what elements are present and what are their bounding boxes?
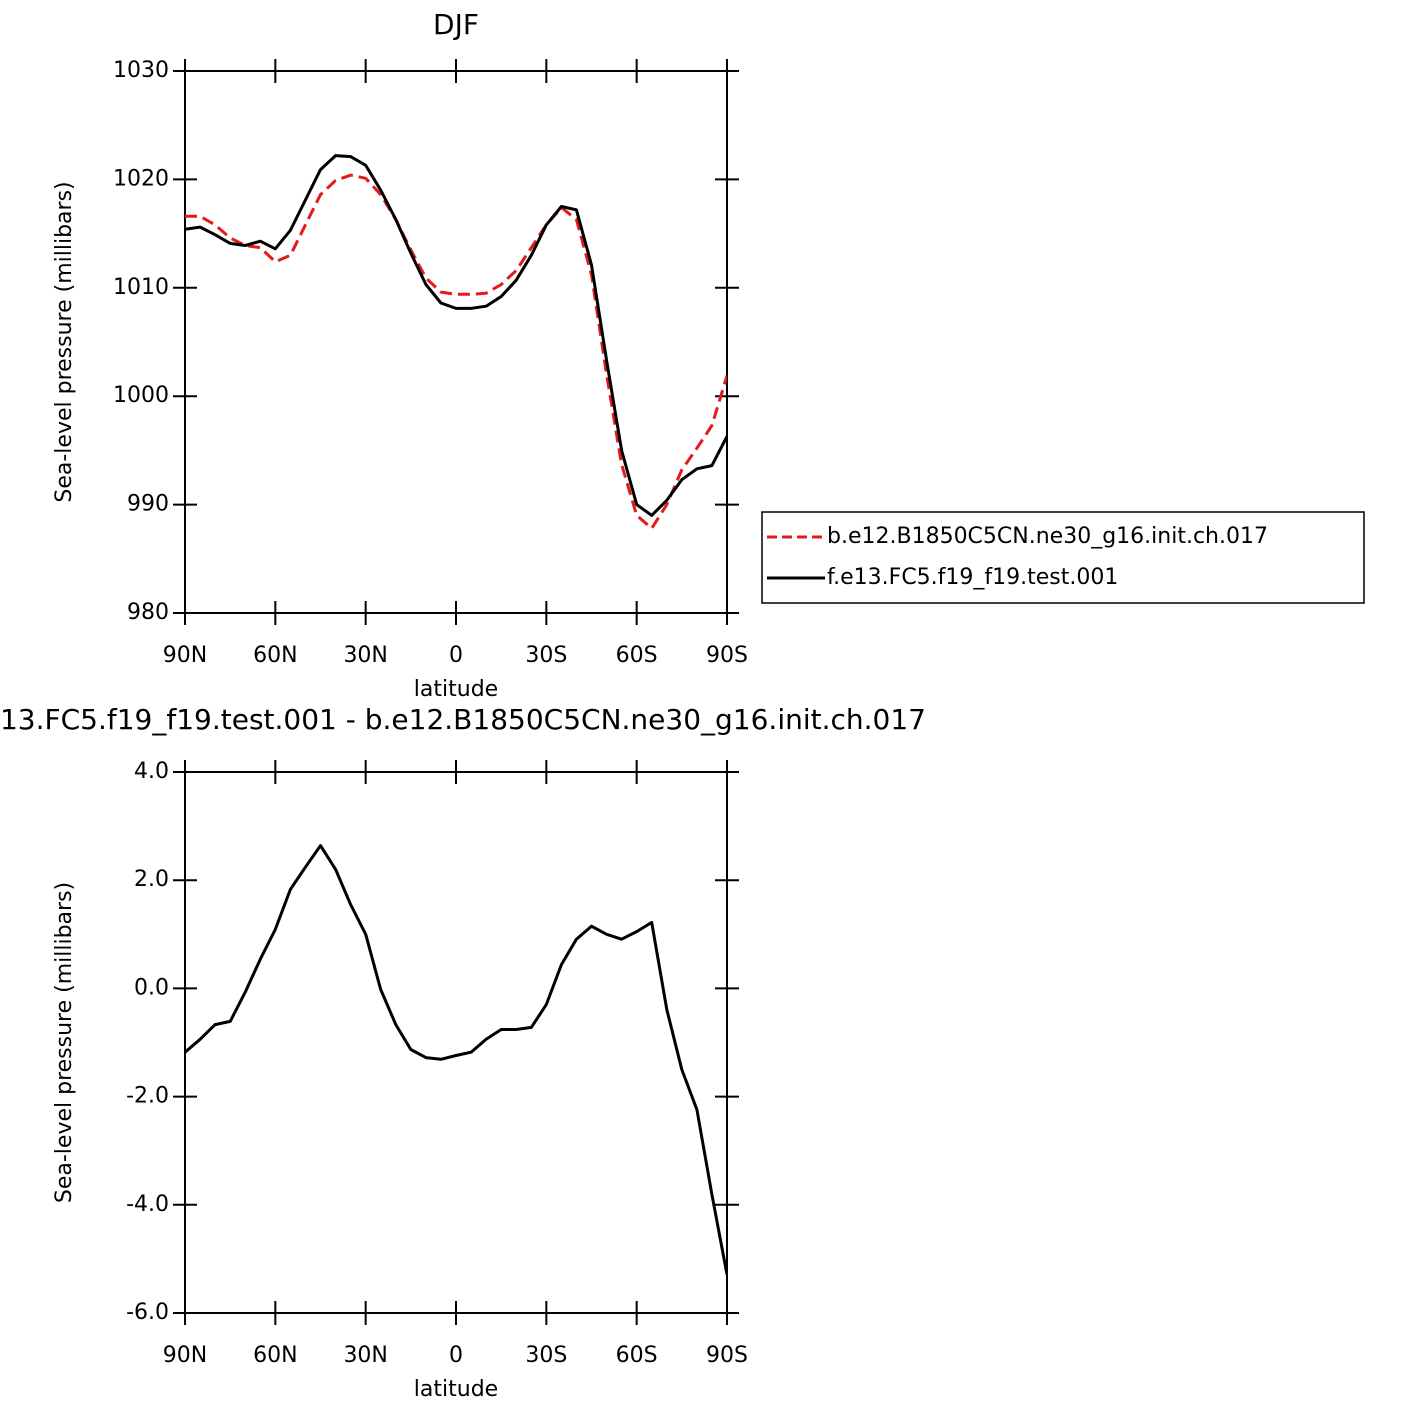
- y-tick-label: 980: [127, 600, 169, 625]
- y-axis-label: Sea-level pressure (millibars): [52, 181, 77, 502]
- x-tick-label: 30N: [343, 643, 387, 668]
- y-axis-label: Sea-level pressure (millibars): [52, 882, 77, 1203]
- x-tick-label: 90S: [706, 1343, 748, 1368]
- y-tick-label: 1030: [113, 58, 169, 83]
- x-tick-label: 90N: [163, 1343, 207, 1368]
- x-tick-label: 60N: [253, 643, 297, 668]
- legend-box: [761, 511, 1365, 604]
- y-tick-label: -2.0: [126, 1084, 169, 1109]
- legend-label: f.e13.FC5.f19_f19.test.001: [827, 565, 1118, 590]
- x-tick-label: 30S: [525, 1343, 567, 1368]
- x-tick-label: 90S: [706, 643, 748, 668]
- y-tick-label: 1020: [113, 166, 169, 191]
- x-tick-label: 60N: [253, 1343, 297, 1368]
- x-tick-label: 60S: [616, 1343, 658, 1368]
- y-tick-label: 4.0: [134, 759, 169, 784]
- chart-title: DJF: [433, 8, 479, 41]
- x-axis-label: latitude: [414, 1377, 498, 1402]
- x-tick-label: 0: [449, 643, 463, 668]
- series-line: [185, 173, 727, 530]
- y-tick-label: 0.0: [134, 975, 169, 1000]
- y-tick-label: 1000: [113, 383, 169, 408]
- y-tick-label: 990: [127, 492, 169, 517]
- y-tick-label: -6.0: [126, 1300, 169, 1325]
- x-tick-label: 90N: [163, 643, 207, 668]
- x-tick-label: 30N: [343, 1343, 387, 1368]
- plot-frame: [184, 771, 728, 1314]
- y-tick-label: 1010: [113, 275, 169, 300]
- series-line: [185, 844, 727, 1275]
- series-line: [185, 154, 727, 517]
- x-axis-label: latitude: [414, 677, 498, 702]
- x-tick-label: 30S: [525, 643, 567, 668]
- x-tick-label: 0: [449, 1343, 463, 1368]
- y-tick-label: 2.0: [134, 867, 169, 892]
- y-tick-label: -4.0: [126, 1192, 169, 1217]
- x-tick-label: 60S: [616, 643, 658, 668]
- plot-frame: [184, 70, 728, 614]
- legend-label: b.e12.B1850C5CN.ne30_g16.init.ch.017: [827, 524, 1268, 549]
- chart-title: f.e13.FC5.f19_f19.test.001 - b.e12.B1850…: [0, 703, 926, 736]
